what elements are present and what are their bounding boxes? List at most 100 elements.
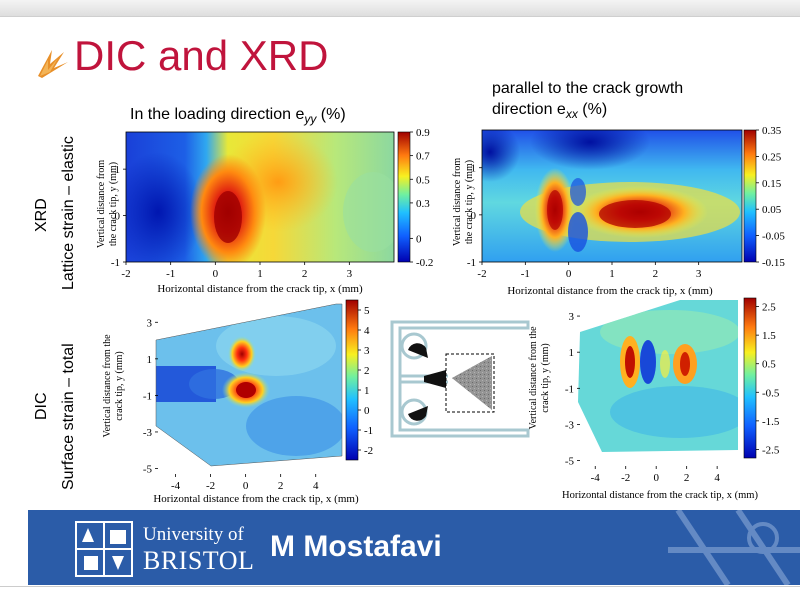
colorbar-tick-label: -2 <box>364 445 373 457</box>
caption-eyy-sub: yy <box>304 112 317 127</box>
chart-dic-eyy: -4 -2 0 2 4 3 1 -1 -3 -5 Vertical distance from … <box>102 299 373 505</box>
yticks-xrd-exx: 1 0 -1 <box>467 163 482 269</box>
top-bar <box>0 0 800 17</box>
ytick-label: 0 <box>115 211 121 223</box>
ytick-label: -1 <box>467 257 476 269</box>
yticks-dic-exx: 3 1 -1 -3 -5 <box>565 311 580 468</box>
colorbar-tick-label: -1.5 <box>762 416 780 428</box>
colorbar-tick-label: 0.25 <box>762 151 782 163</box>
xlabel-xrd-exx: Horizontal distance from the crack tip, … <box>507 285 713 297</box>
ytick-label: -1 <box>565 383 574 395</box>
colorbar-tick-label: 0.15 <box>762 178 782 190</box>
ylabel-xrd-exx-line1: Vertical distance from <box>452 158 463 247</box>
colorbar-tick-label: 0.5 <box>762 359 776 371</box>
ytick-label: 1 <box>147 354 153 366</box>
xtick-label: 2 <box>302 268 308 280</box>
colorbar-tick-label: 3 <box>364 345 370 357</box>
colorbar-tick-label: 4 <box>364 325 370 337</box>
yticks-dic-eyy: 3 1 -1 -3 -5 <box>143 317 158 476</box>
chart-xrd-exx: -2 -1 0 1 2 3 10-1 Vertical distance from the… <box>452 125 785 297</box>
logo-mark-icon <box>38 50 68 78</box>
xtick-label: 0 <box>653 472 659 484</box>
ytick-label: -1 <box>111 257 120 269</box>
university-crest-icon <box>75 521 133 577</box>
xtick-label: -2 <box>477 268 486 280</box>
caption-exx-line1: parallel to the crack growth <box>492 80 684 97</box>
colorbar-ticks-xrd-eyy: 0.9 0.7 0.5 0.3 0 -0.2 <box>410 127 433 269</box>
heatmap-xrd-eyy <box>126 132 394 262</box>
colorbar-tick-label: 1 <box>364 385 370 397</box>
colorbar-dic-exx <box>743 297 757 459</box>
caption-exx-unit: (%) <box>577 101 608 118</box>
colorbar-tick-label: 5 <box>364 305 370 317</box>
colorbar-tick-label: 0.35 <box>762 125 782 137</box>
colorbar-tick-label: 2.5 <box>762 302 776 314</box>
xlabel-xrd-eyy: Horizontal distance from the crack tip, … <box>157 283 363 295</box>
caption-exx: parallel to the crack growth direction e… <box>492 78 683 125</box>
author-name: M Mostafavi <box>270 530 442 563</box>
xlabel-dic-exx: Horizontal distance from the crack tip, … <box>562 490 758 501</box>
ylabel-dic-eyy-line1: Vertical distance from the <box>102 334 113 438</box>
xtick-label: 1 <box>609 268 615 280</box>
ytick-label: 3 <box>147 317 153 329</box>
xtick-label: 0 <box>213 268 219 280</box>
ylabel-dic-eyy-line2: crack tip, y (mm) <box>114 351 125 420</box>
xtick-label: -1 <box>521 268 530 280</box>
heatmap-dic-exx <box>578 300 738 452</box>
xtick-label: 4 <box>313 480 319 492</box>
slide-title: DIC and XRD <box>74 32 329 79</box>
specimen-schematic-icon <box>390 320 530 438</box>
caption-eyy-unit: (%) <box>316 106 346 123</box>
chart-dic-exx: -4 -2 0 2 4 3 1 -1 -3 -5 Vertical distance from … <box>528 297 780 501</box>
xtick-label: 3 <box>696 268 702 280</box>
xticks-xrd-exx: -2 -1 0 1 2 3 <box>477 262 702 280</box>
heatmap-dic-eyy <box>156 304 342 466</box>
caption-eyy-main: In the loading direction e <box>130 106 305 123</box>
caption-exx-line2: direction e <box>492 101 566 118</box>
university-name-line2: BRISTOL <box>143 546 255 575</box>
xtick-label: -1 <box>166 268 175 280</box>
xticks-dic-exx: -4 -2 0 2 4 <box>591 466 720 484</box>
colorbar-tick-label: -0.05 <box>762 231 785 243</box>
footer-decoration-icon <box>668 510 800 585</box>
colorbar-ticks-xrd-exx: 0.35 0.25 0.15 0.05 -0.05 -0.15 <box>756 125 785 269</box>
footer-banner: University of BRISTOL M Mostafavi <box>28 510 800 585</box>
xtick-label: -4 <box>591 472 601 484</box>
ytick-label: 1 <box>471 163 477 175</box>
ytick-label: -5 <box>143 464 153 476</box>
colorbar-tick-label: 0.7 <box>416 151 430 163</box>
xticks-xrd-eyy: -2 -1 0 1 2 3 <box>121 262 353 280</box>
colorbar-tick-label: -1 <box>364 425 373 437</box>
ytick-label: -3 <box>143 427 153 439</box>
xtick-label: 2 <box>684 472 690 484</box>
ytick-label: -3 <box>565 419 575 431</box>
xtick-label: 2 <box>653 268 659 280</box>
colorbar-tick-label: 1.5 <box>762 330 776 342</box>
ytick-label: 1 <box>115 164 121 176</box>
caption-exx-sub: xx <box>565 107 578 122</box>
chart-xrd-eyy: -2 -1 0 1 2 3 10-1 Vertical distance from the… <box>96 127 433 295</box>
colorbar-tick-label: 0.3 <box>416 198 430 210</box>
row-label-xrd-method: XRD <box>33 198 50 232</box>
row-label-dic-desc: Surface strain – total <box>60 343 77 490</box>
xtick-label: -2 <box>206 480 215 492</box>
xtick-label: 0 <box>566 268 572 280</box>
colorbar-xrd-eyy <box>397 131 411 263</box>
xtick-label: 1 <box>257 268 263 280</box>
colorbar-tick-label: 0 <box>364 405 370 417</box>
ylabel-xrd-eyy-line2: the crack tip, y (mm) <box>108 162 119 246</box>
ylabel-xrd-eyy-line1: Vertical distance from <box>96 160 107 249</box>
colorbar-ticks-dic-exx: 2.5 1.5 0.5 -0.5 -1.5 -2.5 <box>756 302 780 456</box>
caption-eyy: In the loading direction eyy (%) <box>130 104 346 130</box>
colorbar-tick-label: 0.05 <box>762 204 782 216</box>
colorbar-tick-label: -2.5 <box>762 444 780 456</box>
xtick-label: -2 <box>621 472 630 484</box>
colorbar-tick-label: 2 <box>364 365 370 377</box>
colorbar-ticks-dic-eyy: 5 4 3 2 1 0 -1 -2 <box>358 305 373 457</box>
colorbar-tick-label: 0.9 <box>416 127 430 139</box>
ylabel-dic-exx-line1: Vertical distance from the <box>528 326 539 430</box>
xticks-dic-eyy: -4 -2 0 2 4 <box>171 474 319 492</box>
colorbar-tick-label: -0.2 <box>416 257 433 269</box>
row-label-xrd-desc: Lattice strain – elastic <box>60 136 77 290</box>
heatmap-xrd-exx <box>482 130 742 262</box>
